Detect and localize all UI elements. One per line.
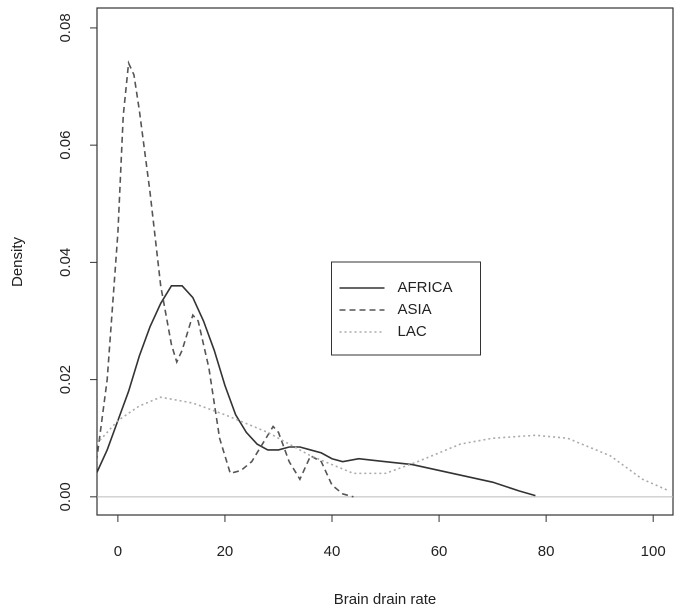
y-tick-label: 0.08 bbox=[57, 13, 74, 42]
y-axis-label: Density bbox=[9, 236, 26, 287]
legend-label: AFRICA bbox=[398, 279, 453, 296]
x-axis-label: Brain drain rate bbox=[334, 591, 437, 608]
x-tick-label: 20 bbox=[217, 543, 234, 560]
y-tick-label: 0.02 bbox=[57, 365, 74, 394]
density-line bbox=[97, 396, 670, 492]
density-line bbox=[97, 60, 354, 498]
legend-box bbox=[331, 261, 481, 356]
x-tick-label: 60 bbox=[431, 543, 448, 560]
legend-label: ASIA bbox=[398, 301, 432, 318]
plot-frame bbox=[96, 7, 674, 516]
y-tick-label: 0.04 bbox=[57, 248, 74, 277]
x-tick-label: 80 bbox=[538, 543, 555, 560]
legend-label: LAC bbox=[398, 323, 427, 340]
x-tick-label: 40 bbox=[324, 543, 341, 560]
y-tick-label: 0.06 bbox=[57, 131, 74, 160]
density-line bbox=[97, 285, 536, 497]
x-tick-label: 100 bbox=[641, 543, 666, 560]
x-tick-label: 0 bbox=[114, 543, 122, 560]
y-tick-label: 0.00 bbox=[57, 482, 74, 511]
